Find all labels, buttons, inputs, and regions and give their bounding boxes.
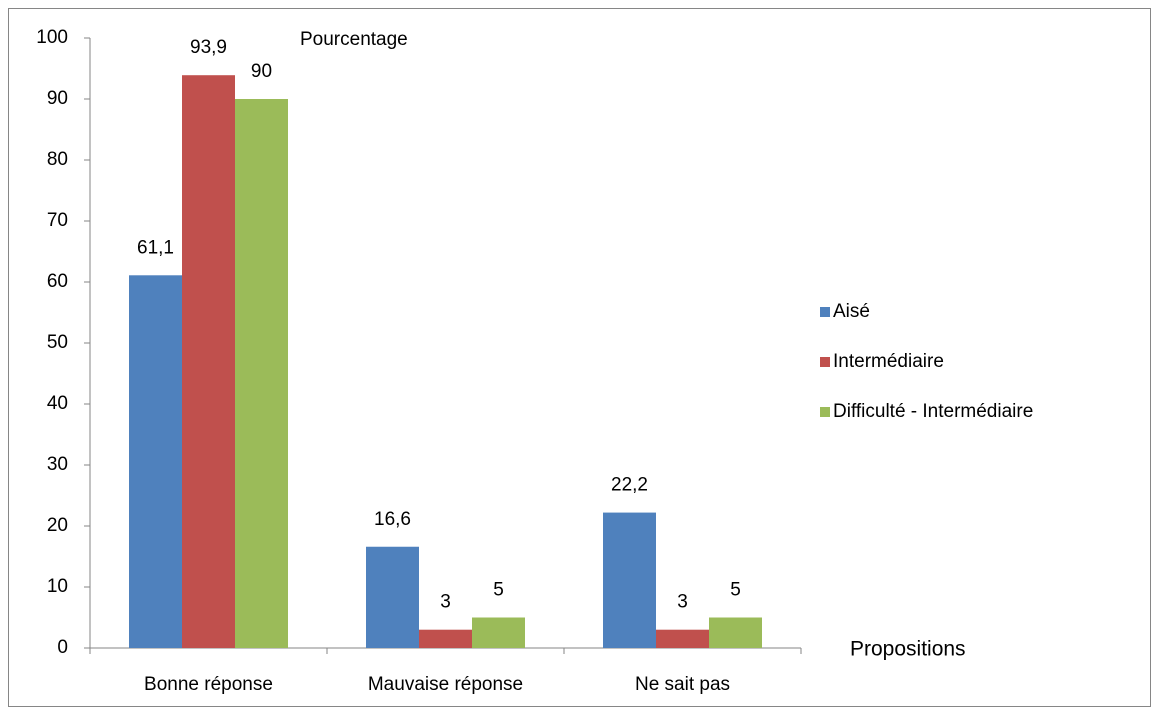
- bar: [129, 275, 182, 648]
- y-tick-label: 10: [47, 576, 68, 597]
- data-label: 90: [251, 61, 272, 82]
- y-axis-title: Pourcentage: [300, 29, 408, 50]
- x-tick-label: Mauvaise réponse: [368, 674, 523, 695]
- x-tick-label: Bonne réponse: [144, 674, 273, 695]
- data-label: 5: [493, 580, 504, 601]
- y-tick-label: 80: [47, 149, 68, 170]
- y-tick-label: 70: [47, 210, 68, 231]
- legend-swatch: [820, 357, 830, 367]
- legend-label: Difficulté - Intermédiaire: [833, 401, 1033, 422]
- legend-swatch: [820, 407, 830, 417]
- bar: [235, 99, 288, 648]
- x-tick-label: Ne sait pas: [635, 674, 730, 695]
- bar: [366, 546, 419, 648]
- bar: [472, 617, 525, 648]
- data-label: 5: [730, 580, 741, 601]
- bar: [603, 512, 656, 648]
- y-tick-label: 20: [47, 515, 68, 536]
- y-tick-label: 50: [47, 332, 68, 353]
- bar: [419, 629, 472, 648]
- data-label: 3: [677, 592, 688, 613]
- y-tick-label: 0: [57, 637, 68, 658]
- data-label: 93,9: [190, 37, 227, 58]
- data-label: 16,6: [374, 509, 411, 530]
- legend-label: Intermédiaire: [833, 351, 944, 372]
- bar: [656, 629, 709, 648]
- data-label: 61,1: [137, 237, 174, 258]
- legend-label: Aisé: [833, 301, 870, 322]
- data-label: 3: [440, 592, 451, 613]
- y-tick-label: 30: [47, 454, 68, 475]
- y-tick-label: 90: [47, 88, 68, 109]
- legend-swatch: [820, 307, 830, 317]
- y-tick-label: 60: [47, 271, 68, 292]
- bar: [709, 617, 762, 648]
- x-axis-title: Propositions: [850, 638, 966, 661]
- y-tick-label: 40: [47, 393, 68, 414]
- data-label: 22,2: [611, 475, 648, 496]
- bar: [182, 75, 235, 648]
- y-tick-label: 100: [36, 27, 68, 48]
